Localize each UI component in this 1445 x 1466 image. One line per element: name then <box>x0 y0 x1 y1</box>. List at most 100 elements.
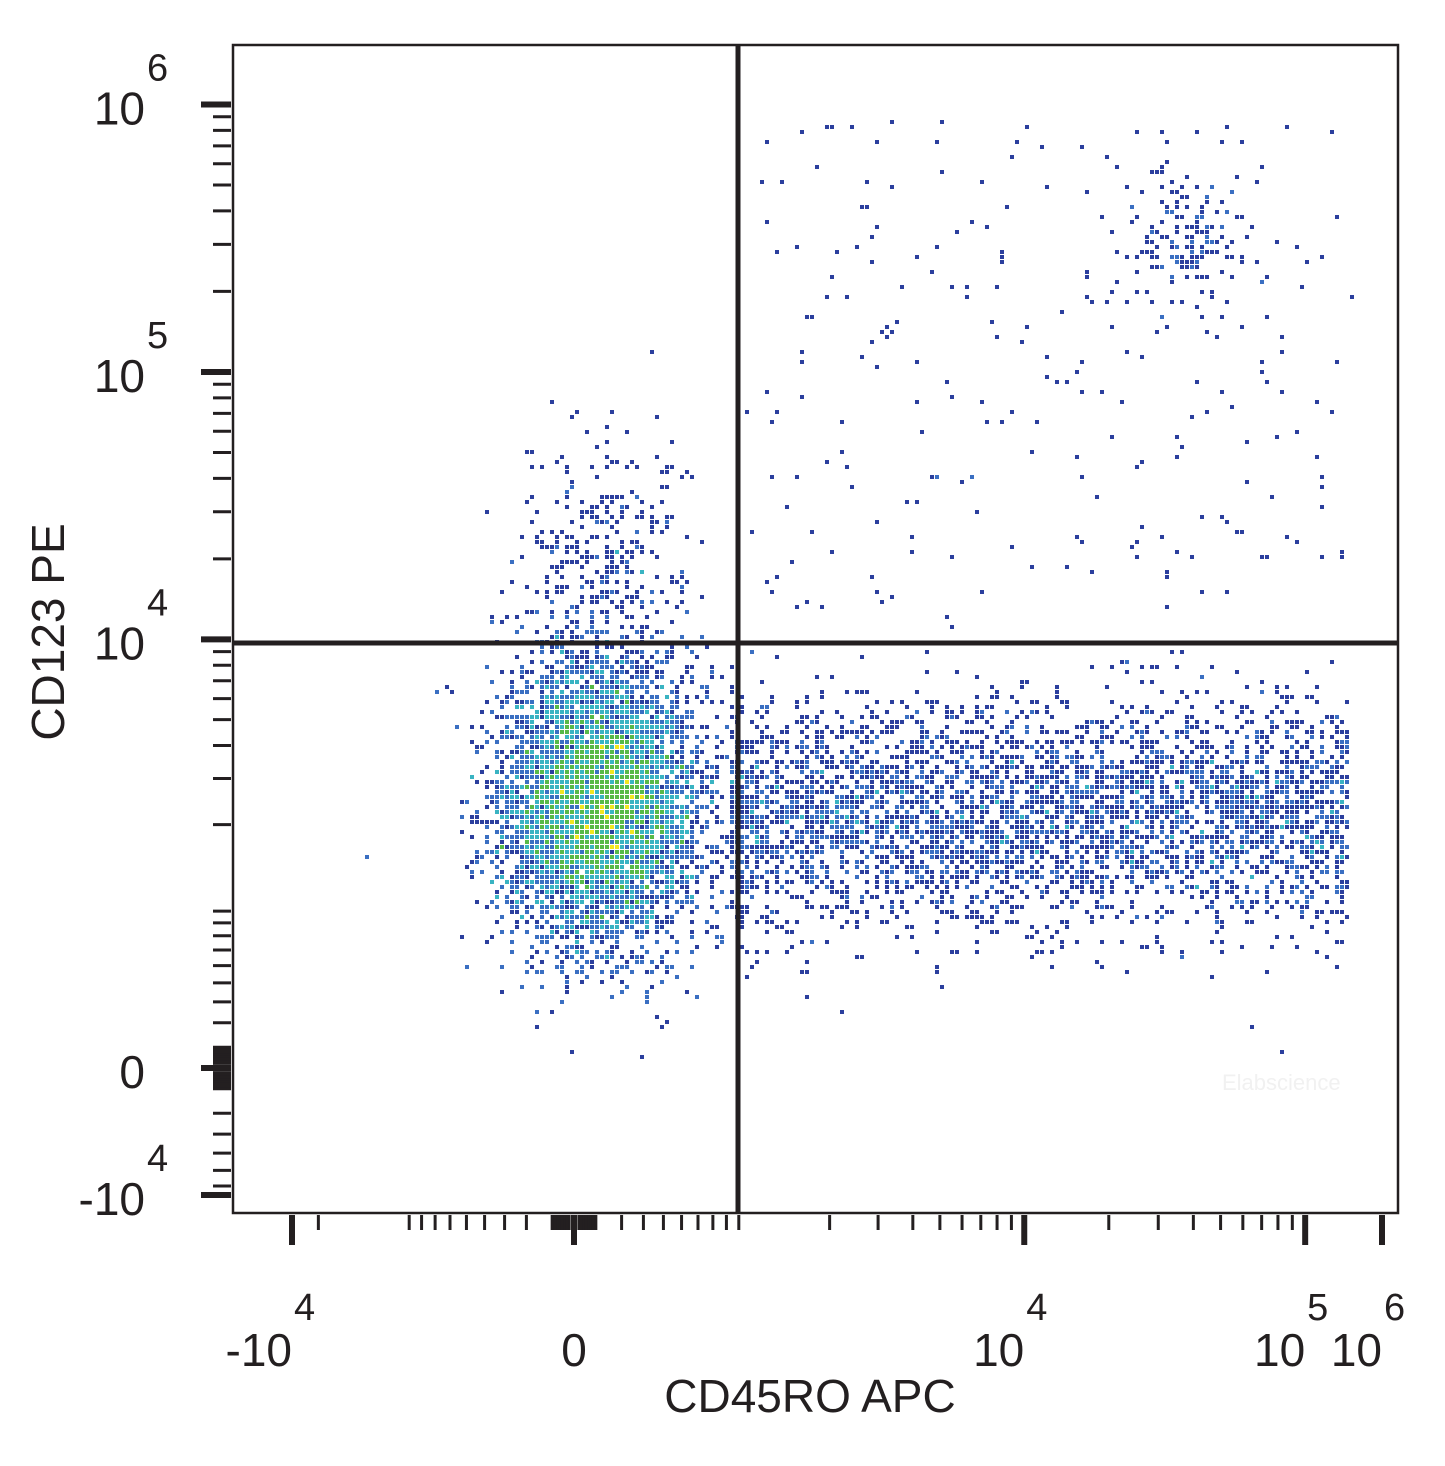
event-dot <box>505 815 509 819</box>
event-dot <box>1005 920 1009 924</box>
event-dot <box>505 810 509 814</box>
event-dot <box>675 790 679 794</box>
event-dot <box>740 870 744 874</box>
event-dot <box>1110 765 1114 769</box>
event-dot <box>1305 895 1309 899</box>
event-dot <box>645 925 649 929</box>
event-dot <box>1280 890 1284 894</box>
event-dot <box>630 760 634 764</box>
event-dot <box>1270 855 1274 859</box>
event-dot <box>1110 665 1114 669</box>
event-dot <box>500 835 504 839</box>
event-dot <box>1185 850 1189 854</box>
event-dot <box>890 910 894 914</box>
event-dot <box>965 850 969 854</box>
event-dot <box>555 965 559 969</box>
event-dot <box>580 830 584 834</box>
event-dot <box>1150 760 1154 764</box>
event-dot <box>1180 840 1184 844</box>
event-dot <box>745 805 749 809</box>
event-dot <box>1120 865 1124 869</box>
event-dot <box>940 855 944 859</box>
event-dot <box>590 910 594 914</box>
event-dot <box>580 765 584 769</box>
event-dot <box>1200 740 1204 744</box>
event-dot <box>620 805 624 809</box>
event-dot <box>1165 885 1169 889</box>
event-dot <box>1090 830 1094 834</box>
event-dot <box>890 865 894 869</box>
event-dot <box>905 835 909 839</box>
event-dot <box>1265 885 1269 889</box>
event-dot <box>950 835 954 839</box>
event-dot <box>985 825 989 829</box>
event-dot <box>785 795 789 799</box>
event-dot <box>700 685 704 689</box>
event-dot <box>500 810 504 814</box>
event-dot <box>940 985 944 989</box>
event-dot <box>575 850 579 854</box>
event-dot <box>620 775 624 779</box>
event-dot <box>1245 780 1249 784</box>
event-dot <box>970 835 974 839</box>
event-dot <box>1065 855 1069 859</box>
event-dot <box>915 795 919 799</box>
event-dot <box>820 760 824 764</box>
event-dot <box>1175 730 1179 734</box>
event-dot <box>740 760 744 764</box>
event-dot <box>510 875 514 879</box>
event-dot <box>1345 915 1349 919</box>
event-dot <box>835 800 839 804</box>
event-dot <box>800 940 804 944</box>
event-dot <box>705 805 709 809</box>
event-dot <box>930 755 934 759</box>
event-dot <box>685 670 689 674</box>
event-dot <box>695 790 699 794</box>
event-dot <box>705 685 709 689</box>
event-dot <box>845 805 849 809</box>
event-dot <box>590 855 594 859</box>
event-dot <box>910 805 914 809</box>
event-dot <box>605 820 609 824</box>
event-dot <box>1140 750 1144 754</box>
event-dot <box>1260 870 1264 874</box>
event-dot <box>635 705 639 709</box>
event-dot <box>1080 885 1084 889</box>
event-dot <box>1050 840 1054 844</box>
event-dot <box>590 730 594 734</box>
event-dot <box>605 910 609 914</box>
event-dot <box>1070 740 1074 744</box>
event-dot <box>860 725 864 729</box>
event-dot <box>570 870 574 874</box>
event-dot <box>1340 855 1344 859</box>
event-dot <box>540 935 544 939</box>
event-dot <box>1190 775 1194 779</box>
event-dot <box>535 680 539 684</box>
event-dot <box>1240 825 1244 829</box>
event-dot <box>925 810 929 814</box>
event-dot <box>1175 735 1179 739</box>
event-dot <box>1125 850 1129 854</box>
event-dot <box>605 880 609 884</box>
event-dot <box>965 860 969 864</box>
event-dot <box>605 775 609 779</box>
event-dot <box>1080 770 1084 774</box>
event-dot <box>585 865 589 869</box>
event-dot <box>525 730 529 734</box>
event-dot <box>1270 815 1274 819</box>
event-dot <box>920 760 924 764</box>
event-dot <box>550 895 554 899</box>
event-dot <box>815 770 819 774</box>
event-dot <box>880 845 884 849</box>
event-dot <box>840 850 844 854</box>
event-dot <box>730 830 734 834</box>
event-dot <box>600 920 604 924</box>
event-dot <box>635 715 639 719</box>
event-dot <box>580 675 584 679</box>
event-dot <box>1150 860 1154 864</box>
event-dot <box>1125 860 1129 864</box>
event-dot <box>605 845 609 849</box>
event-dot <box>520 795 524 799</box>
event-dot <box>560 835 564 839</box>
event-dot <box>520 915 524 919</box>
